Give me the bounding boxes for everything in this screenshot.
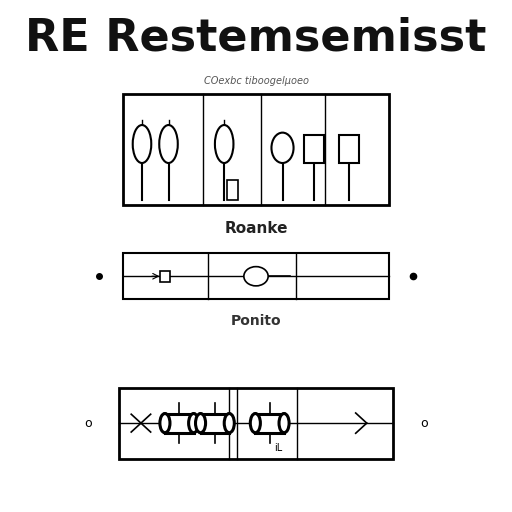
Ellipse shape — [196, 414, 206, 433]
Ellipse shape — [133, 125, 151, 163]
Bar — [255, 414, 284, 433]
Text: COexbc tiboogelμoeo: COexbc tiboogelμoeo — [203, 76, 309, 87]
Text: iL: iL — [274, 442, 282, 453]
Text: o: o — [84, 417, 92, 430]
Ellipse shape — [250, 414, 261, 433]
Ellipse shape — [159, 125, 178, 163]
Ellipse shape — [160, 414, 170, 433]
Ellipse shape — [188, 414, 199, 433]
Ellipse shape — [215, 125, 233, 163]
Text: Roanke: Roanke — [224, 221, 288, 236]
Bar — [339, 135, 359, 163]
Text: RE Restemsemisst: RE Restemsemisst — [25, 17, 487, 60]
Ellipse shape — [224, 414, 234, 433]
Ellipse shape — [279, 414, 289, 433]
Bar — [165, 414, 194, 433]
Bar — [305, 135, 324, 163]
Text: o: o — [420, 417, 428, 430]
Ellipse shape — [271, 133, 293, 163]
Bar — [123, 253, 389, 299]
Bar — [227, 180, 238, 200]
Bar — [123, 94, 389, 205]
Bar — [201, 414, 229, 433]
Text: Ponito: Ponito — [231, 314, 281, 328]
Bar — [160, 271, 170, 282]
Ellipse shape — [244, 267, 268, 286]
Bar — [119, 388, 393, 459]
